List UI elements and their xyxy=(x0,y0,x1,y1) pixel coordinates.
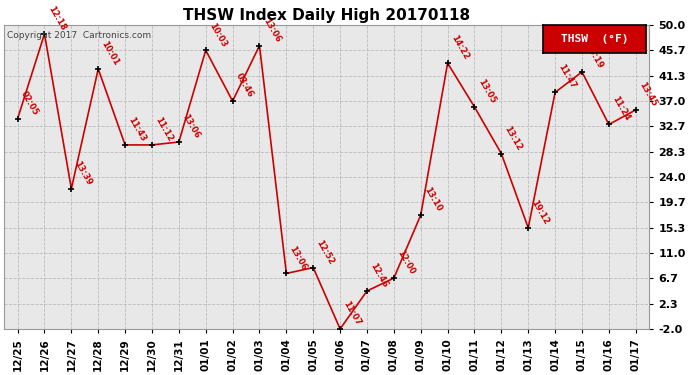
Text: 11:24: 11:24 xyxy=(610,95,631,123)
Text: 13:19: 13:19 xyxy=(583,43,604,70)
Text: 11:12: 11:12 xyxy=(153,116,175,143)
Text: 12:18: 12:18 xyxy=(46,4,67,32)
Text: 12:00: 12:00 xyxy=(395,249,416,276)
Text: 13:12: 13:12 xyxy=(503,124,524,152)
Text: 10:03: 10:03 xyxy=(207,21,228,48)
Text: 13:06: 13:06 xyxy=(288,244,309,272)
Text: 13:06: 13:06 xyxy=(261,16,282,44)
Text: 10:01: 10:01 xyxy=(99,40,121,67)
Text: 19:12: 19:12 xyxy=(530,198,551,226)
Text: 02:05: 02:05 xyxy=(19,89,40,117)
Text: 13:45: 13:45 xyxy=(637,81,658,108)
Text: 13:05: 13:05 xyxy=(476,78,497,105)
Text: 12:46: 12:46 xyxy=(368,261,390,289)
Text: 14:22: 14:22 xyxy=(449,34,470,62)
Text: 11:43: 11:43 xyxy=(126,116,148,143)
Text: 13:06: 13:06 xyxy=(180,113,201,140)
Text: 13:39: 13:39 xyxy=(72,159,94,187)
Text: 13:10: 13:10 xyxy=(422,186,443,213)
Title: THSW Index Daily High 20170118: THSW Index Daily High 20170118 xyxy=(183,8,471,22)
Text: 12:52: 12:52 xyxy=(315,238,336,266)
Text: 03:46: 03:46 xyxy=(234,72,255,99)
Text: Copyright 2017  Cartronics.com: Copyright 2017 Cartronics.com xyxy=(8,31,152,40)
Text: 11:07: 11:07 xyxy=(342,300,362,327)
Text: 11:47: 11:47 xyxy=(556,63,578,91)
